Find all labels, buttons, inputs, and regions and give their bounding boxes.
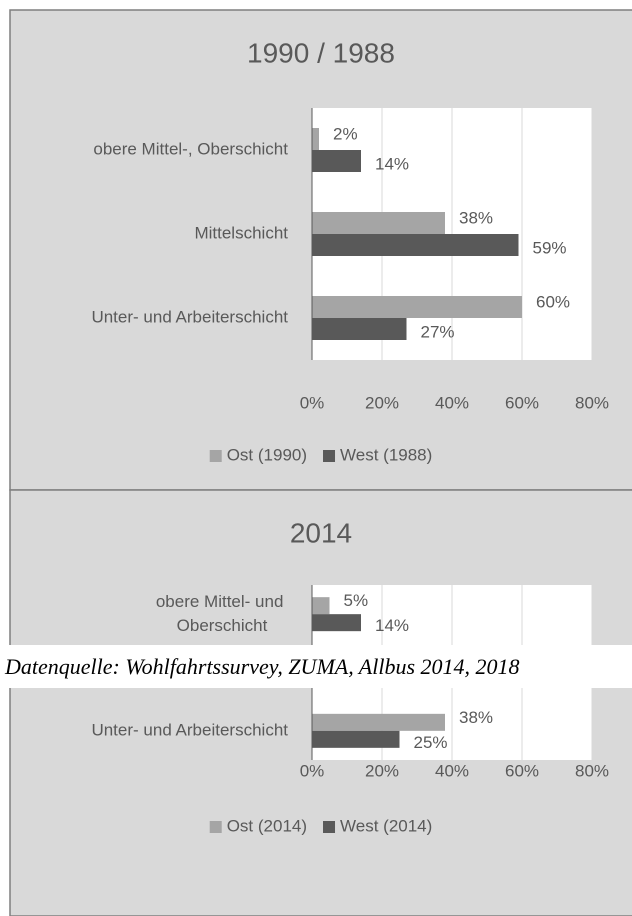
x-tick-label: 40% [435,393,469,412]
x-tick-label: 40% [435,761,469,780]
x-tick-label: 0% [300,393,325,412]
data-label: 59% [533,238,567,257]
data-label: 38% [459,208,493,227]
bar [312,212,445,234]
legend-label: West (2014) [340,816,432,835]
bar [312,128,319,150]
data-label: 2% [333,124,358,143]
chart-title: 2014 [290,517,352,548]
x-tick-label: 0% [300,761,325,780]
chart-title: 1990 / 1988 [247,37,395,68]
bar [312,234,519,256]
bar [312,296,522,318]
bar [312,150,361,172]
x-tick-label: 60% [505,393,539,412]
bar [312,713,445,731]
bar [312,318,407,340]
x-tick-label: 80% [575,393,609,412]
data-label: 27% [421,322,455,341]
y-tick-label: obere Mittel-, Oberschicht [93,139,288,158]
data-label: 14% [375,616,409,635]
x-tick-label: 60% [505,761,539,780]
y-tick-label: obere Mittel- und Oberschicht [156,593,288,636]
legend-label: West (1988) [340,445,432,464]
bar [312,597,330,615]
y-tick-label: Mittelschicht [194,223,288,242]
bar [312,614,361,632]
legend-swatch [209,821,222,833]
y-tick-line: Oberschicht [177,617,268,636]
x-tick-label: 80% [575,761,609,780]
data-label: 25% [414,733,448,752]
y-tick-label: Unter- und Arbeiterschicht [91,307,288,326]
legend-label: Ost (2014) [227,816,307,835]
legend-label: Ost (1990) [227,445,307,464]
data-label: 14% [375,154,409,173]
data-label: 60% [536,292,570,311]
x-tick-label: 20% [365,393,399,412]
data-label: 5% [344,591,369,610]
caption: Datenquelle: Wohlfahrtssurvey, ZUMA, All… [0,645,632,688]
data-label: 38% [459,708,493,727]
legend-swatch [323,821,336,833]
legend-swatch [323,450,336,462]
y-tick-line: obere Mittel- und [156,593,288,612]
y-tick-label: Unter- und Arbeiterschicht [91,720,288,739]
x-tick-label: 20% [365,761,399,780]
bar [312,730,400,748]
legend-swatch [209,450,222,462]
